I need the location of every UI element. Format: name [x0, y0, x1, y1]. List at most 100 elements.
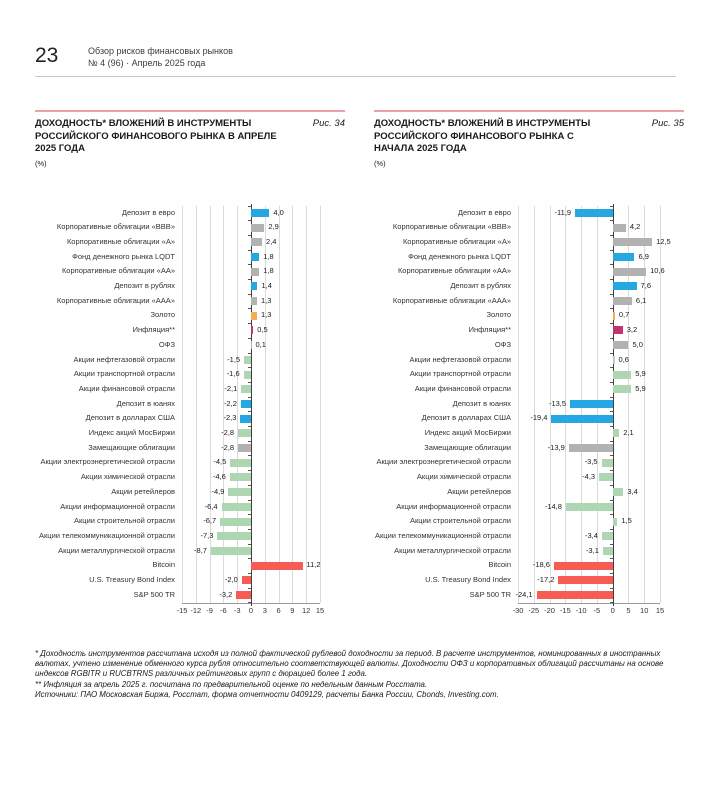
bar	[217, 532, 251, 541]
zero-axis-tick	[248, 558, 251, 560]
bar	[612, 252, 635, 261]
value-label: -4,3	[582, 472, 596, 482]
bar	[612, 488, 624, 497]
value-label: -8,7	[194, 545, 207, 555]
footnote-inflation: ** Инфляция за апрель 2025 г. посчитана …	[35, 679, 428, 689]
zero-axis-tick	[609, 573, 613, 574]
bar	[570, 399, 613, 408]
bar	[536, 591, 613, 600]
zero-axis-tick	[609, 308, 613, 310]
bar	[251, 561, 303, 570]
value-label: -3,4	[585, 530, 598, 540]
axis-tick-label: -10	[575, 605, 587, 615]
category-label: Индекс акций МосБиржи	[88, 428, 175, 437]
category-label: ОФЗ	[494, 339, 511, 349]
category-label: S&P 500 TR	[469, 589, 511, 599]
value-label: -13,9	[547, 442, 565, 452]
page-number: 23	[35, 44, 59, 67]
zero-axis-tick	[248, 514, 251, 516]
bar	[251, 267, 260, 276]
axis-tick-label: 9	[290, 605, 295, 615]
figure-unit: (%)	[374, 158, 386, 168]
figure-caption: ДОХОДНОСТЬ* ВЛОЖЕНИЙ В ИНСТРУМЕНТЫ РОССИ…	[374, 118, 684, 156]
bar	[236, 591, 251, 600]
value-label: -18,6	[532, 560, 550, 570]
bar	[612, 341, 629, 350]
bar	[229, 473, 251, 482]
bar	[251, 282, 258, 291]
bar	[612, 370, 632, 379]
bar	[601, 532, 613, 541]
bar	[599, 473, 613, 482]
axis-tick-label: 5	[626, 605, 631, 615]
category-label: Корпоративные облигации «ВВВ»	[392, 222, 511, 232]
category-label: Акции металлургической отрасли	[394, 545, 511, 555]
bar	[240, 399, 251, 408]
report-title-block: Обзор рисков финансовых рынков № 4 (96) …	[88, 44, 233, 69]
figure-unit: (%)	[35, 158, 47, 168]
value-label: 11,2	[306, 560, 321, 570]
report-issue: № 4 (96) · Апрель 2025 года	[88, 58, 206, 68]
value-label: 1,8	[263, 251, 274, 261]
axis-tick-label: 10	[640, 605, 649, 615]
axis-tick-label: 6	[276, 605, 281, 615]
zero-axis-tick	[248, 352, 251, 354]
bar	[228, 488, 251, 497]
axis-tick-label: 3	[262, 605, 267, 615]
bar	[251, 311, 257, 320]
axis-tick-label: -15	[559, 605, 571, 615]
zero-axis-tick	[248, 440, 251, 442]
grid-line	[182, 205, 183, 603]
grid-line	[278, 205, 280, 603]
bar	[551, 414, 613, 423]
grid-line	[306, 205, 308, 603]
report-title: Обзор рисков финансовых рынков	[88, 46, 233, 56]
value-label: 0,7	[618, 310, 630, 320]
value-label: 2,4	[266, 236, 277, 246]
bar	[612, 385, 632, 394]
category-label: Инфляция**	[132, 325, 175, 335]
value-label: 2,9	[268, 222, 279, 232]
zero-axis-tick	[609, 543, 613, 545]
zero-axis-tick	[609, 587, 613, 589]
value-label: 1,8	[263, 266, 274, 276]
value-label: -24,1	[515, 589, 533, 599]
category-label: Корпоративные облигации «А»	[66, 236, 175, 246]
value-label: -4,5	[213, 457, 227, 467]
category-label: Депозит в юанях	[116, 398, 175, 408]
category-label: Депозит в долларах США	[421, 413, 511, 423]
category-label: Акции ретейлеров	[447, 486, 511, 496]
zero-axis-tick	[609, 337, 613, 339]
zero-axis-tick	[609, 484, 613, 486]
zero-axis-tick	[248, 367, 251, 369]
value-label: 1,5	[621, 516, 632, 526]
figure-35: ДОХОДНОСТЬ* ВЛОЖЕНИЙ В ИНСТРУМЕНТЫ РОССИ…	[374, 110, 684, 619]
figure-number: Рис. 34	[312, 118, 345, 129]
value-label: 5,9	[635, 383, 646, 393]
value-label: -11,9	[554, 207, 572, 217]
axis-tick-label: 0	[610, 605, 615, 615]
zero-axis-tick	[248, 249, 251, 251]
bar	[575, 208, 613, 217]
bar	[210, 546, 251, 555]
zero-axis-tick	[248, 455, 251, 457]
axis-tick-label: -9	[206, 605, 213, 615]
grid-line	[320, 205, 321, 603]
zero-axis-tick	[609, 499, 613, 501]
zero-axis-tick	[609, 602, 613, 604]
bar	[568, 444, 613, 453]
axis-tick-label: 15	[655, 605, 665, 615]
bar	[240, 414, 251, 423]
category-label: Bitcoin	[488, 560, 511, 570]
zero-axis-tick	[248, 205, 251, 207]
category-label: Замещающие облигации	[88, 442, 175, 452]
zero-axis-tick	[609, 440, 613, 442]
grid-line	[644, 205, 646, 603]
bar	[612, 429, 620, 438]
zero-axis-tick	[609, 323, 613, 325]
bar	[251, 223, 265, 232]
zero-axis-tick	[248, 484, 251, 486]
category-label: Корпоративные облигации «ААА»	[56, 295, 175, 305]
grid-line	[195, 205, 197, 603]
value-label: 5,0	[632, 339, 643, 349]
